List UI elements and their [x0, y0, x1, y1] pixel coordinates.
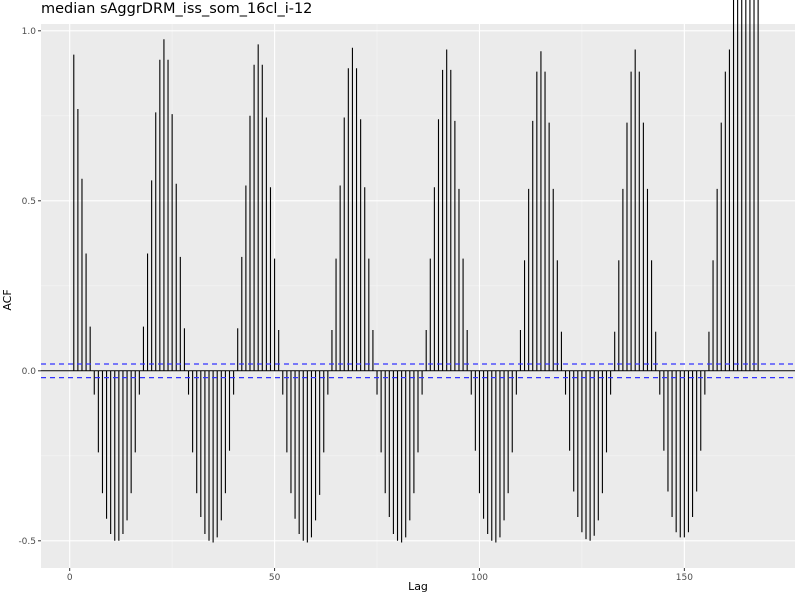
x-ticks: 0 50 100 150	[67, 568, 693, 583]
x-axis-label: Lag	[408, 580, 428, 593]
y-tick-label: -0.5	[18, 537, 36, 547]
y-tick-label: 1.0	[22, 27, 37, 37]
x-tick-label: 100	[471, 573, 488, 583]
acf-bars	[73, 0, 759, 543]
y-ticks: -0.5 0.0 0.5 1.0	[18, 27, 41, 547]
y-tick-label: 0.5	[22, 197, 36, 207]
x-tick-label: 50	[269, 573, 281, 583]
y-axis-label: ACF	[0, 289, 14, 311]
x-tick-label: 150	[676, 573, 693, 583]
y-tick-label: 0.0	[22, 367, 37, 377]
chart-title: median sAggrDRM_iss_som_16cl_i-12	[41, 1, 313, 17]
x-tick-label: 0	[67, 573, 73, 583]
plot-panel	[41, 24, 795, 568]
